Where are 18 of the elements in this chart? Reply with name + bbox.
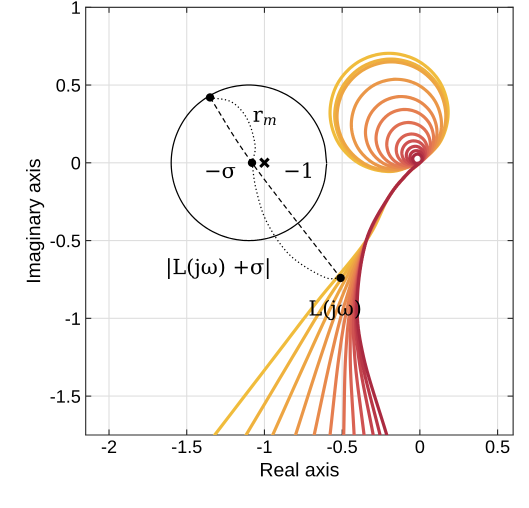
x-tick-label: 0.5 bbox=[486, 440, 510, 454]
annotation: |L(jω) +σ| bbox=[168, 258, 269, 279]
y-tick-label: 0 bbox=[72, 156, 80, 170]
x-tick-label: -1.5 bbox=[172, 440, 202, 454]
x-tick-label: -0.5 bbox=[327, 440, 357, 454]
y-axis-title: Imaginary axis bbox=[26, 159, 44, 282]
x-axis-title: Real axis bbox=[261, 462, 339, 477]
annotation: −σ bbox=[206, 167, 236, 178]
y-tick-label: -1 bbox=[66, 312, 80, 325]
annotation: r$_{m}$ bbox=[254, 110, 276, 125]
y-tick-label: 1 bbox=[72, 1, 80, 14]
y-tick-label: 0.5 bbox=[56, 78, 80, 92]
y-tick-label: -0.5 bbox=[50, 234, 80, 248]
x-tick-label: -1 bbox=[257, 440, 272, 453]
annotation: −1 bbox=[285, 162, 312, 178]
x-tick-label: 0 bbox=[416, 440, 424, 454]
y-tick-label: -1.5 bbox=[50, 390, 80, 403]
x-tick-label: -2 bbox=[102, 440, 116, 453]
